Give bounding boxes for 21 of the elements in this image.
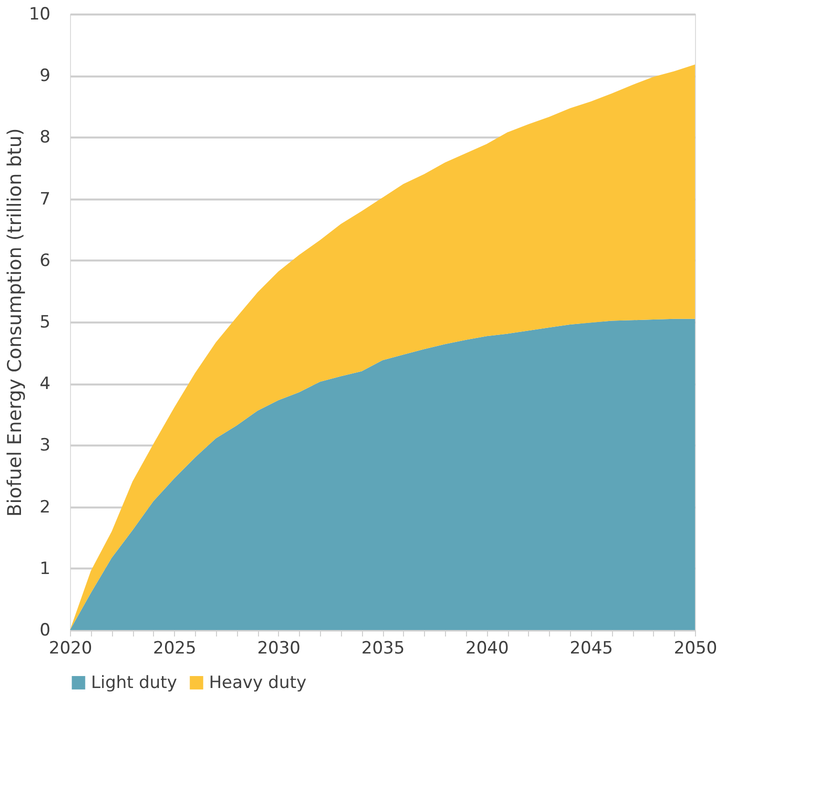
- x-tick-label: 2045: [570, 638, 613, 658]
- legend-label: Light duty: [91, 672, 178, 693]
- y-tick-label: 5: [40, 312, 50, 332]
- y-tick-label: 7: [40, 189, 50, 210]
- y-tick-label: 4: [40, 374, 50, 394]
- x-tick-label: 2035: [361, 638, 405, 658]
- y-tick-label: 10: [28, 4, 50, 24]
- y-tick-label: 2: [40, 497, 50, 518]
- y-tick-label: 8: [40, 128, 50, 148]
- x-tick-label: 2020: [48, 638, 92, 658]
- y-tick-label: 1: [40, 558, 50, 579]
- y-tick-label: 3: [40, 436, 50, 456]
- y-tick-label: 9: [40, 66, 50, 86]
- x-tick-label: 2040: [466, 638, 509, 658]
- x-tick-label: 2025: [153, 638, 196, 658]
- x-tick-label: 2030: [257, 638, 300, 658]
- legend-label: Heavy duty: [209, 672, 306, 693]
- y-axis-title: Biofuel Energy Consumption (trillion btu): [4, 128, 26, 517]
- y-tick-label: 0: [40, 620, 50, 640]
- y-tick-label: 6: [40, 250, 50, 271]
- x-tick-label: 2050: [674, 638, 718, 658]
